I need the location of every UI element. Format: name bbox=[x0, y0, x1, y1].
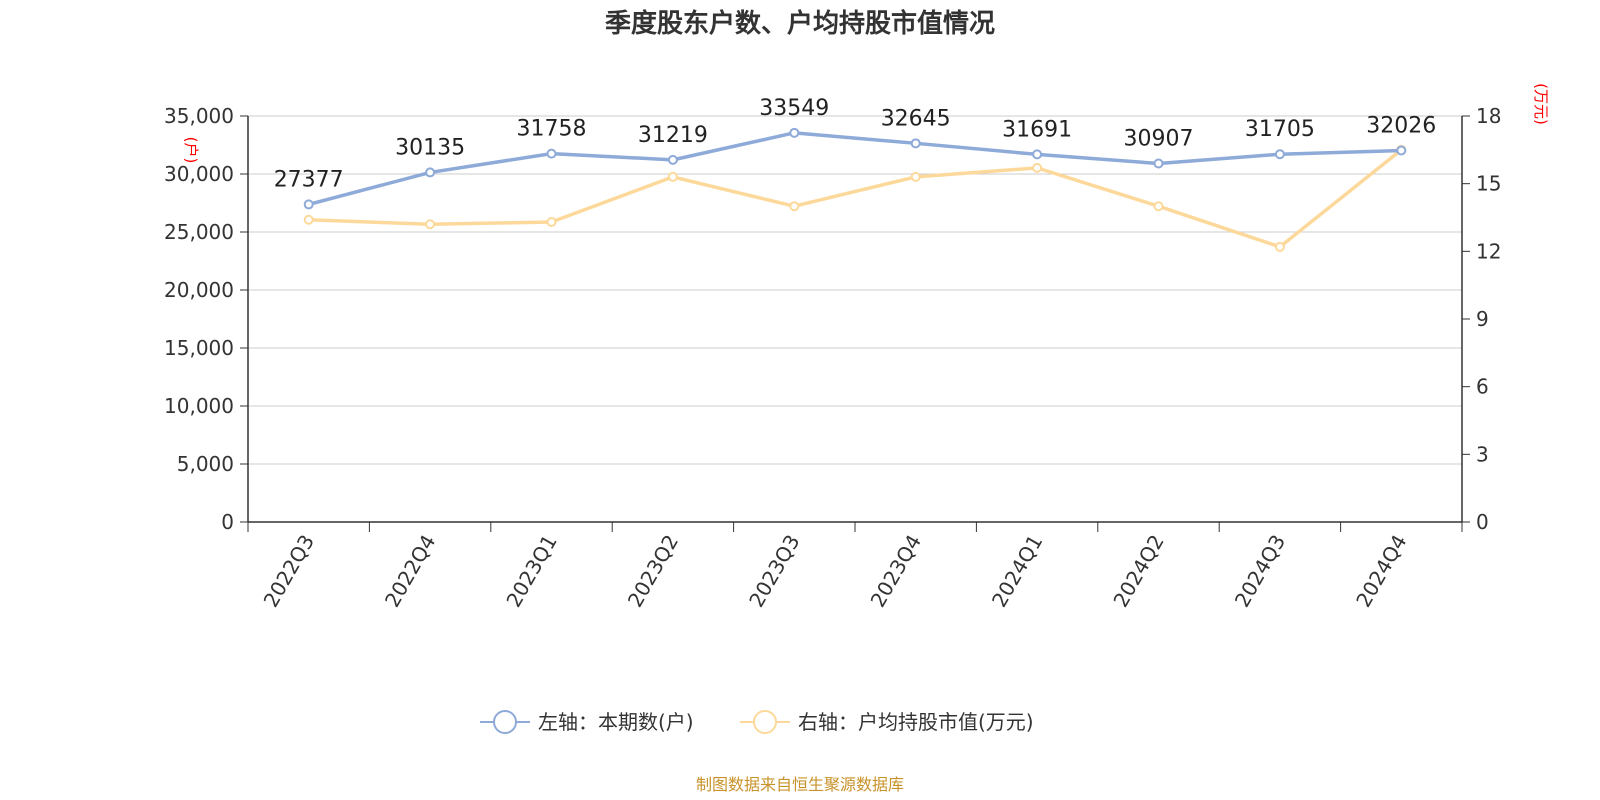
legend-marker bbox=[493, 710, 517, 734]
x-tick-label: 2023Q1 bbox=[501, 531, 561, 612]
series-point bbox=[425, 219, 436, 230]
left-tick-label: 15,000 bbox=[164, 336, 234, 360]
series-point bbox=[1274, 241, 1285, 252]
x-tick-label: 2023Q3 bbox=[744, 531, 804, 612]
x-tick-label: 2023Q2 bbox=[623, 531, 683, 612]
series-point bbox=[546, 217, 557, 228]
left-axis-ticks: 0 5,000 10,000 15,000 20,000 25,000 30,000 35,0… bbox=[164, 104, 248, 534]
series-point bbox=[1274, 149, 1285, 160]
data-label: 32026 bbox=[1366, 113, 1436, 138]
legend-label: 右轴：户均持股市值(万元) bbox=[798, 710, 1034, 734]
series-point bbox=[303, 199, 314, 210]
left-tick-label: 30,000 bbox=[164, 162, 234, 186]
right-tick-label: 12 bbox=[1476, 239, 1501, 263]
x-axis-ticks: 2022Q3 2022Q4 2023Q1 2023Q2 2023Q3 2023Q4 2024… bbox=[247, 522, 1463, 612]
series-group bbox=[303, 127, 1407, 252]
data-label: 31219 bbox=[638, 123, 708, 148]
series-point bbox=[910, 138, 921, 149]
series-point bbox=[1153, 201, 1164, 212]
right-tick-label: 9 bbox=[1476, 307, 1489, 331]
x-tick-label: 2022Q4 bbox=[380, 531, 440, 612]
left-tick-label: 35,000 bbox=[164, 104, 234, 128]
series-point bbox=[1153, 158, 1164, 169]
series-point bbox=[789, 201, 800, 212]
right-tick-label: 15 bbox=[1476, 172, 1501, 196]
series-point bbox=[1396, 145, 1407, 156]
x-tick-label: 2024Q4 bbox=[1351, 531, 1411, 612]
grid-lines bbox=[248, 115, 1462, 465]
legend[interactable]: 左轴：本期数(户) 右轴：户均持股市值(万元) bbox=[480, 710, 1034, 734]
legend-label: 左轴：本期数(户) bbox=[538, 710, 694, 734]
legend-item[interactable]: 右轴：户均持股市值(万元) bbox=[740, 710, 1034, 734]
data-labels: 27377 30135 31758 31219 33549 32645 31691 30907… bbox=[274, 96, 1437, 193]
series-point bbox=[789, 127, 800, 138]
chart-title: 季度股东户数、户均持股市值情况 bbox=[605, 8, 995, 39]
axes: (户) (万元) bbox=[182, 83, 1550, 523]
data-label: 27377 bbox=[274, 167, 344, 192]
x-tick-label: 2024Q1 bbox=[987, 531, 1047, 612]
series-point bbox=[1032, 162, 1043, 173]
data-label: 31758 bbox=[517, 117, 587, 142]
left-tick-label: 10,000 bbox=[164, 394, 234, 418]
left-tick-label: 0 bbox=[221, 510, 234, 534]
series-point bbox=[910, 171, 921, 182]
right-tick-label: 3 bbox=[1476, 442, 1489, 466]
series-point bbox=[546, 148, 557, 159]
right-axis-ticks: 0 3 6 9 12 15 18 bbox=[1462, 104, 1501, 534]
series-point bbox=[425, 167, 436, 178]
left-axis-unit: (户) bbox=[182, 137, 200, 164]
series-line bbox=[308, 131, 1402, 207]
series-point bbox=[667, 154, 678, 165]
left-tick-label: 20,000 bbox=[164, 278, 234, 302]
right-tick-label: 6 bbox=[1476, 375, 1489, 399]
data-label: 30907 bbox=[1124, 126, 1194, 151]
left-tick-label: 5,000 bbox=[177, 452, 234, 476]
right-tick-label: 0 bbox=[1476, 510, 1489, 534]
legend-item[interactable]: 左轴：本期数(户) bbox=[480, 710, 694, 734]
series-point bbox=[667, 171, 678, 182]
x-tick-label: 2024Q3 bbox=[1230, 531, 1290, 612]
data-label: 33549 bbox=[759, 96, 829, 121]
x-tick-label: 2023Q4 bbox=[866, 531, 926, 612]
left-tick-label: 25,000 bbox=[164, 220, 234, 244]
series-line bbox=[308, 148, 1403, 249]
right-axis-unit: (万元) bbox=[1532, 83, 1550, 125]
data-label: 31691 bbox=[1002, 117, 1072, 142]
data-label: 32645 bbox=[881, 106, 951, 131]
series-point bbox=[303, 214, 314, 225]
series-point bbox=[1032, 149, 1043, 160]
legend-marker bbox=[753, 710, 777, 734]
data-label: 31705 bbox=[1245, 117, 1315, 142]
right-tick-label: 18 bbox=[1476, 104, 1501, 128]
source-note: 制图数据来自恒生聚源数据库 bbox=[696, 775, 904, 794]
x-tick-label: 2024Q2 bbox=[1108, 531, 1168, 612]
x-tick-label: 2022Q3 bbox=[259, 531, 319, 612]
data-label: 30135 bbox=[395, 135, 465, 160]
